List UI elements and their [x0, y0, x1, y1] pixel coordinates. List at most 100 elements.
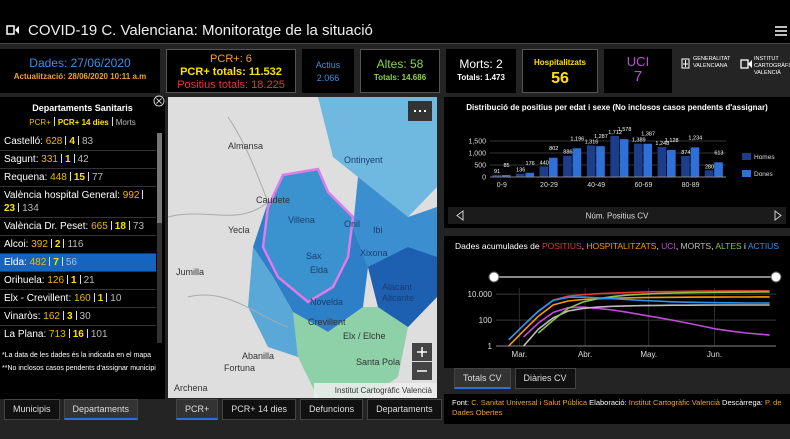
tab[interactable]: PCR+ 14 dies — [222, 399, 297, 420]
zoom-in-icon — [417, 347, 427, 357]
departments-list: Castelló: 628 4 83 Sagunt: 331 1 42 Requena: 4… — [0, 133, 156, 343]
map-label: Onil — [344, 219, 360, 229]
bar — [704, 170, 714, 177]
department-row[interactable]: Elx - Crevillent: 160 1 10 — [0, 290, 156, 308]
pcr: 160 — [74, 293, 91, 304]
department-row[interactable]: Orihuela: 126 1 21 — [0, 272, 156, 290]
tab[interactable]: Diàries CV — [514, 368, 576, 389]
slider-handle[interactable] — [488, 271, 500, 283]
x-tick-label: 80-89 — [682, 182, 700, 189]
map-label: Archena — [174, 383, 208, 393]
text-part: UCI — [661, 241, 676, 251]
tab[interactable]: Municipis — [4, 399, 60, 420]
map-label: Elda — [310, 265, 328, 275]
collapse-icon[interactable] — [153, 95, 165, 107]
series-line — [523, 306, 770, 338]
tab[interactable]: PCR+ — [176, 399, 219, 420]
separator — [60, 154, 62, 163]
tab[interactable]: Departaments — [367, 399, 442, 420]
text-part: ACTIUS — [747, 241, 779, 251]
pcr: 482 — [29, 257, 47, 268]
data-label: 1,196 — [570, 136, 584, 142]
nav-next[interactable] — [774, 210, 782, 221]
pcr-total: PCR+ totals: 11.532 — [180, 66, 282, 78]
x-tick-label: Abr. — [578, 350, 592, 359]
separator — [62, 311, 64, 320]
pcr-14: 15 — [73, 172, 85, 183]
icu-box: UCI 7 — [604, 49, 672, 93]
department-row[interactable]: Requena: 448 15 77 — [0, 169, 156, 187]
map-label: Ibi — [373, 225, 383, 235]
y-tick-label: 10.000 — [468, 290, 493, 299]
y-tick-label: 500 — [474, 163, 486, 170]
department-row[interactable]: València hospital General: 992 23 134 — [0, 187, 156, 218]
data-label: 136 — [516, 168, 525, 174]
data-label: 886 — [563, 150, 572, 156]
separator — [69, 172, 71, 181]
map-label: Almansa — [228, 141, 263, 151]
hospital-label: Hospitalitzats — [533, 58, 586, 67]
bar — [572, 148, 582, 177]
map-tabs: PCR+ PCR+ 14 dies Defuncions Departaments — [176, 399, 442, 420]
data-label: 1,578 — [618, 127, 632, 133]
separator — [106, 293, 108, 302]
map-label: Caudete — [256, 195, 290, 205]
map[interactable]: Almansa Ontinyent Caudete Yecla Villena … — [168, 97, 437, 398]
text-part: P. de Dades Obertes — [452, 398, 784, 417]
map-label: Ontinyent — [344, 155, 383, 165]
map-label: Jumilla — [176, 267, 204, 277]
scrollbar[interactable] — [157, 133, 162, 343]
slider-handle[interactable] — [770, 271, 782, 283]
text-part: POSITIUS — [541, 241, 582, 251]
department-row[interactable]: La Plana: 713 16 101 — [0, 326, 156, 343]
deaths: 10 — [110, 293, 122, 304]
pcr-14: 16 — [72, 329, 84, 340]
text-part: Descàrrega: — [719, 398, 765, 407]
tab[interactable]: Departaments — [63, 399, 139, 420]
department-row[interactable]: Elda: 482 7 56 — [0, 254, 156, 272]
series-line — [537, 291, 770, 334]
department-name: La Plana: — [4, 329, 47, 340]
department-row[interactable]: Vinaròs: 162 3 30 — [0, 308, 156, 326]
map-region — [368, 247, 437, 327]
map-label: Abanilla — [242, 351, 274, 361]
pcr: 713 — [49, 329, 66, 340]
legend-swatch — [742, 170, 751, 177]
app-icon — [6, 25, 19, 35]
bar — [563, 155, 572, 177]
selected-department[interactable] — [261, 167, 355, 304]
department-row[interactable]: Alcoi: 392 2 116 — [0, 236, 156, 254]
pcr-14: 1 — [97, 293, 104, 304]
map-label: Villena — [288, 215, 315, 225]
nav-prev[interactable] — [456, 210, 464, 221]
map-label: Elx / Elche — [343, 331, 386, 341]
data-label: 613 — [714, 150, 723, 156]
data-date: Dades: 27/06/2020 — [29, 56, 131, 70]
separator — [86, 329, 88, 338]
data-label: 874 — [681, 150, 690, 156]
map-label: Sax — [306, 251, 322, 261]
series-line — [522, 304, 770, 347]
logo-gva-icon — [681, 58, 690, 69]
separator — [93, 293, 95, 302]
menu-button[interactable] — [774, 25, 788, 37]
map-label: Novelda — [310, 297, 343, 307]
department-row[interactable]: València Dr. Peset: 665 18 73 — [0, 218, 156, 236]
deaths: 83 — [81, 136, 94, 147]
separator — [67, 275, 69, 284]
department-row[interactable]: Castelló: 628 4 83 — [0, 133, 156, 151]
chart-title: Distribució de positius per edat i sexe … — [466, 103, 768, 112]
scroll-thumb[interactable] — [157, 133, 162, 223]
bar — [681, 156, 690, 177]
bar — [633, 143, 643, 177]
bar — [549, 157, 558, 177]
x-tick-label: 0-9 — [497, 182, 507, 189]
tab[interactable]: Totals CV — [454, 368, 511, 389]
pcr-box: PCR+: 6 PCR+ totals: 11.532 Positius tot… — [166, 49, 296, 93]
pcr-14: 3 — [66, 311, 73, 322]
department-row[interactable]: Sagunt: 331 1 42 — [0, 151, 156, 169]
map-region — [293, 307, 408, 398]
tab[interactable]: Defuncions — [300, 399, 364, 420]
notes: *La data de les dades és la indicada en … — [2, 351, 162, 377]
note: *La data de les dades és la indicada en … — [2, 352, 152, 359]
